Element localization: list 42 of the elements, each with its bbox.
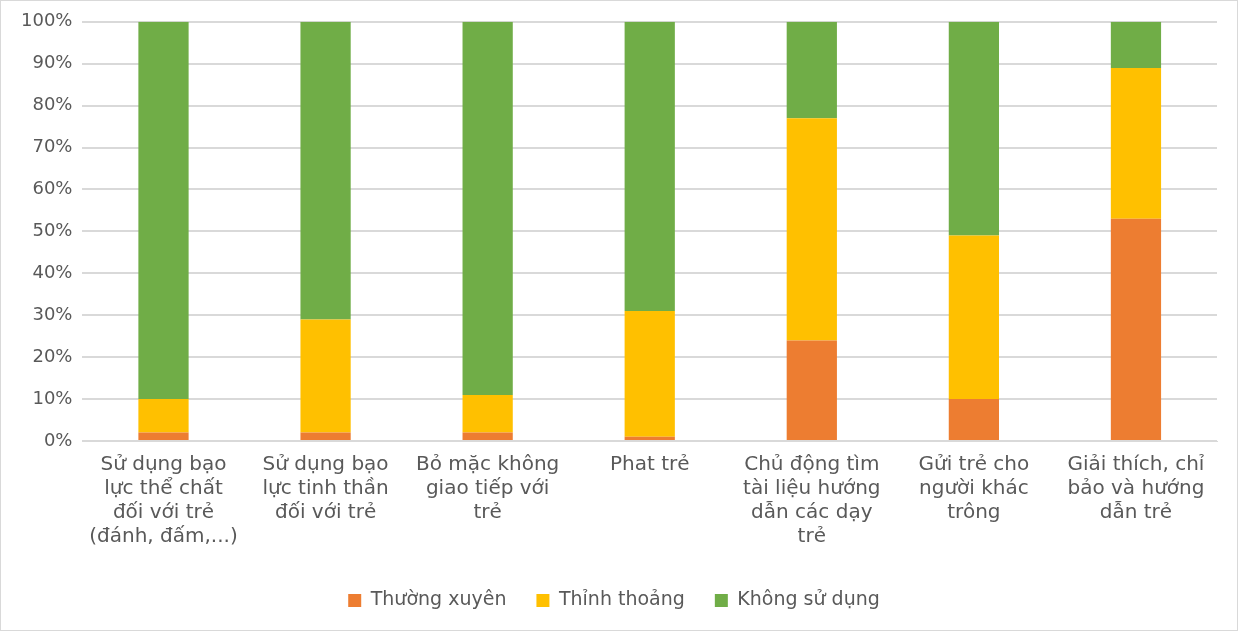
y-tick-label: 40% bbox=[32, 260, 73, 282]
bar bbox=[1110, 67, 1162, 219]
bar bbox=[948, 235, 1000, 400]
y-tick-label: 10% bbox=[32, 386, 73, 408]
bar bbox=[786, 340, 837, 440]
x-tick-label: Sử dụng bạo lực thể chất đối với trẻ (đánh, đấm,...) bbox=[89, 451, 238, 548]
bar bbox=[462, 21, 513, 395]
bar bbox=[786, 21, 837, 119]
bar bbox=[462, 432, 513, 440]
bar bbox=[462, 394, 513, 433]
y-tick-label: 100% bbox=[20, 9, 73, 31]
bar bbox=[138, 432, 189, 440]
bar bbox=[300, 432, 351, 440]
legend-label: Thường xuyên bbox=[369, 587, 507, 610]
bar bbox=[300, 319, 351, 433]
bar bbox=[624, 436, 675, 440]
legend-label: Không sử dụng bbox=[737, 587, 880, 610]
y-tick-label: 0% bbox=[43, 428, 73, 450]
x-tick-label: Bỏ mặc không giao tiếp với trẻ bbox=[416, 451, 560, 524]
bar bbox=[624, 311, 675, 437]
bar bbox=[948, 21, 1000, 236]
bar bbox=[138, 399, 189, 433]
y-tick-label: 20% bbox=[32, 344, 73, 366]
x-tick-label: Gửi trẻ cho người khác trông bbox=[918, 451, 1030, 524]
bar bbox=[138, 21, 189, 400]
x-tick-label: Chủ động tìm tài liệu hướng dẫn các dạy trẻ bbox=[743, 451, 881, 548]
x-tick-label: Sử dụng bạo lực tinh thần đối với trẻ bbox=[262, 451, 389, 524]
y-tick-label: 70% bbox=[32, 135, 73, 157]
bar bbox=[948, 399, 1000, 440]
bar bbox=[300, 21, 351, 320]
y-tick-label: 30% bbox=[32, 302, 73, 324]
x-tick-label: Giải thích, chỉ bảo và hướng dẫn trẻ bbox=[1067, 451, 1205, 524]
x-tick-label: Phat trẻ bbox=[609, 451, 690, 476]
y-tick-label: 60% bbox=[32, 177, 73, 199]
bar bbox=[624, 21, 675, 312]
y-tick-label: 50% bbox=[32, 219, 73, 241]
bar bbox=[1110, 218, 1162, 440]
bar bbox=[786, 118, 837, 341]
legend-label: Thỉnh thoảng bbox=[557, 587, 685, 610]
y-tick-label: 80% bbox=[32, 93, 73, 115]
y-tick-label: 90% bbox=[32, 51, 73, 73]
bar bbox=[1110, 21, 1162, 68]
